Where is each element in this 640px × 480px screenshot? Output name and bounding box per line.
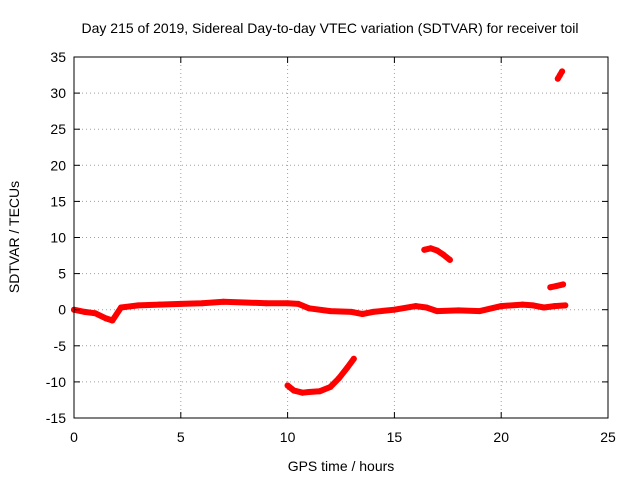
x-tick-label: 20 [493,429,509,445]
x-tick-label: 10 [280,429,296,445]
series-layer [71,68,569,396]
data-point [560,281,567,288]
x-tick-label: 25 [600,429,616,445]
data-point [434,247,441,254]
y-tick-label: -10 [46,374,66,390]
data-point [156,301,163,308]
data-point [446,256,453,263]
data-point [440,251,447,258]
data-point [299,389,306,396]
data-point [241,299,248,306]
y-axis-title: SDTVAR / TECUs [6,181,22,293]
y-tick-label: -15 [46,410,66,426]
y-tick-label: -5 [54,338,67,354]
data-point [316,388,323,395]
tick-label-layer: 0 5 10 15 20 25 -15 -10 -5 0 5 10 15 20 25 30 35 [46,49,616,445]
data-point [540,304,547,311]
data-point [559,68,566,75]
y-tick-label: 0 [58,302,66,318]
data-point [199,300,206,307]
y-tick-label: 25 [50,121,66,137]
data-point [177,300,184,307]
data-point [135,302,142,309]
data-point [370,308,376,315]
data-point [455,307,462,314]
y-tick-label: 10 [50,230,66,246]
series-main-band [71,298,569,324]
data-point [306,389,312,395]
y-tick-label: 20 [50,157,66,173]
data-point [348,308,355,315]
data-point [306,305,312,312]
data-point [530,302,537,309]
y-tick-label: 35 [50,49,66,65]
tick-layer [73,56,609,419]
data-point [391,306,398,313]
grid-layer [74,57,608,418]
data-point [284,382,291,389]
data-point [553,282,560,289]
data-point [519,301,526,308]
data-point [562,302,569,309]
data-point [295,300,302,307]
data-point [263,300,270,307]
y-tick-label: 15 [50,193,66,209]
data-point [284,300,291,307]
data-point [423,304,430,311]
x-axis-title: GPS time / hours [288,458,395,474]
x-tick-label: 5 [177,429,185,445]
data-point [412,303,419,310]
x-tick-label: 0 [70,429,78,445]
x-tick-label: 15 [387,429,403,445]
y-tick-label: 5 [58,266,66,282]
series-dip-segment [284,355,357,396]
data-point [498,303,505,310]
data-point [92,310,99,317]
data-point [327,384,334,390]
data-point [434,308,441,315]
data-point [118,304,124,311]
data-point [350,355,357,362]
data-point [427,245,434,252]
y-tick-label: 30 [50,85,66,101]
data-point [344,364,351,371]
data-point [220,298,227,305]
data-point [81,308,88,315]
data-point [109,317,116,324]
chart-title: Day 215 of 2019, Sidereal Day-to-day VTE… [82,20,579,36]
data-point [547,284,554,291]
data-point [335,375,342,382]
data-point [103,315,109,322]
data-point [359,311,366,317]
data-point [291,387,297,394]
data-point [551,303,558,310]
data-point [327,308,334,315]
data-point [421,246,428,253]
data-point [476,308,483,315]
